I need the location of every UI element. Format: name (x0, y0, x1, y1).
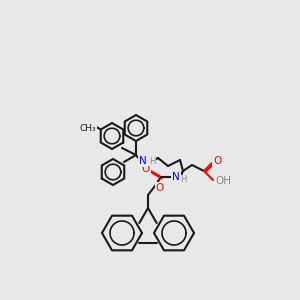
Text: OH: OH (215, 176, 231, 186)
Text: N: N (172, 172, 180, 182)
Text: N: N (139, 156, 147, 166)
Text: H: H (149, 157, 155, 166)
Text: O: O (213, 156, 221, 166)
Text: O: O (142, 164, 150, 174)
Text: O: O (156, 183, 164, 193)
Text: H: H (180, 176, 186, 184)
Text: CH₃: CH₃ (80, 124, 96, 134)
